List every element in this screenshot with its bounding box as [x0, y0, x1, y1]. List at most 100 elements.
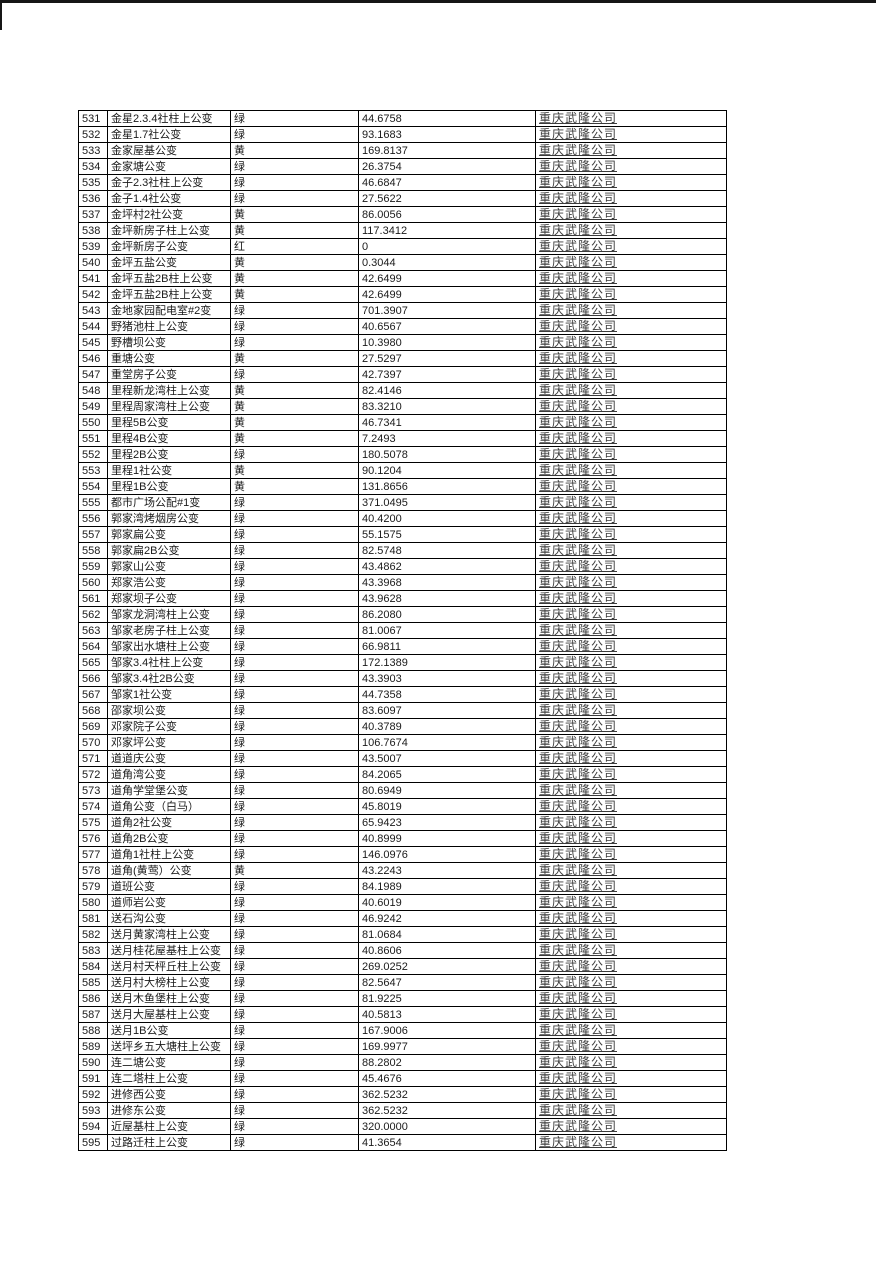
company-link[interactable]: 重庆武隆公司 [539, 415, 618, 430]
company-link[interactable]: 重庆武隆公司 [539, 927, 618, 942]
row-number-cell: 579 [78, 878, 108, 895]
company-link[interactable]: 重庆武隆公司 [539, 767, 618, 782]
transformer-name-cell: 送月大屋基柱上公变 [107, 1006, 231, 1023]
company-link[interactable]: 重庆武隆公司 [539, 799, 618, 814]
company-link[interactable]: 重庆武隆公司 [539, 527, 618, 542]
row-number-cell: 573 [78, 782, 108, 799]
company-link[interactable]: 重庆武隆公司 [539, 351, 618, 366]
company-link[interactable]: 重庆武隆公司 [539, 591, 618, 606]
load-value-cell: 180.5078 [358, 446, 536, 463]
company-link[interactable]: 重庆武隆公司 [539, 399, 618, 414]
company-link[interactable]: 重庆武隆公司 [539, 303, 618, 318]
company-cell: 重庆武隆公司 [535, 462, 727, 479]
company-link[interactable]: 重庆武隆公司 [539, 751, 618, 766]
table-row: 584 送月村天枰丘柱上公变 绿 269.0252 重庆武隆公司 [78, 958, 727, 975]
row-number-cell: 563 [78, 622, 108, 639]
company-link[interactable]: 重庆武隆公司 [539, 1071, 618, 1086]
company-link[interactable]: 重庆武隆公司 [539, 159, 618, 174]
company-link[interactable]: 重庆武隆公司 [539, 319, 618, 334]
company-link[interactable]: 重庆武隆公司 [539, 191, 618, 206]
company-link[interactable]: 重庆武隆公司 [539, 383, 618, 398]
company-link[interactable]: 重庆武隆公司 [539, 783, 618, 798]
transformer-name-cell: 里程2B公变 [107, 446, 231, 463]
company-link[interactable]: 重庆武隆公司 [539, 671, 618, 686]
row-number-cell: 592 [78, 1086, 108, 1103]
company-link[interactable]: 重庆武隆公司 [539, 255, 618, 270]
company-link[interactable]: 重庆武隆公司 [539, 1023, 618, 1038]
company-link[interactable]: 重庆武隆公司 [539, 207, 618, 222]
company-link[interactable]: 重庆武隆公司 [539, 655, 618, 670]
company-link[interactable]: 重庆武隆公司 [539, 447, 618, 462]
company-link[interactable]: 重庆武隆公司 [539, 639, 618, 654]
company-link[interactable]: 重庆武隆公司 [539, 543, 618, 558]
company-link[interactable]: 重庆武隆公司 [539, 1007, 618, 1022]
company-link[interactable]: 重庆武隆公司 [539, 879, 618, 894]
transformer-name-cell: 过路迁柱上公变 [107, 1134, 231, 1151]
status-cell: 绿 [230, 654, 359, 671]
company-link[interactable]: 重庆武隆公司 [539, 991, 618, 1006]
company-link[interactable]: 重庆武隆公司 [539, 1087, 618, 1102]
load-value-cell: 42.6499 [358, 270, 536, 287]
company-link[interactable]: 重庆武隆公司 [539, 1119, 618, 1134]
company-link[interactable]: 重庆武隆公司 [539, 463, 618, 478]
company-link[interactable]: 重庆武隆公司 [539, 623, 618, 638]
status-cell: 红 [230, 238, 359, 255]
company-link[interactable]: 重庆武隆公司 [539, 127, 618, 142]
company-cell: 重庆武隆公司 [535, 414, 727, 431]
company-link[interactable]: 重庆武隆公司 [539, 335, 618, 350]
transformer-name-cell: 金坪村2社公变 [107, 206, 231, 223]
company-link[interactable]: 重庆武隆公司 [539, 895, 618, 910]
company-link[interactable]: 重庆武隆公司 [539, 863, 618, 878]
table-row: 562 邹家龙洞湾柱上公变 绿 86.2080 重庆武隆公司 [78, 606, 727, 623]
load-value-cell: 80.6949 [358, 782, 536, 799]
company-link[interactable]: 重庆武隆公司 [539, 239, 618, 254]
company-link[interactable]: 重庆武隆公司 [539, 719, 618, 734]
company-link[interactable]: 重庆武隆公司 [539, 431, 618, 446]
table-row: 580 道师岩公变 绿 40.6019 重庆武隆公司 [78, 894, 727, 911]
company-link[interactable]: 重庆武隆公司 [539, 815, 618, 830]
company-link[interactable]: 重庆武隆公司 [539, 687, 618, 702]
transformer-name-cell: 野槽坝公变 [107, 334, 231, 351]
table-row: 550 里程5B公变 黄 46.7341 重庆武隆公司 [78, 414, 727, 431]
company-link[interactable]: 重庆武隆公司 [539, 975, 618, 990]
table-row: 549 里程周家湾柱上公变 黄 83.3210 重庆武隆公司 [78, 398, 727, 415]
company-link[interactable]: 重庆武隆公司 [539, 287, 618, 302]
company-link[interactable]: 重庆武隆公司 [539, 575, 618, 590]
company-link[interactable]: 重庆武隆公司 [539, 143, 618, 158]
company-link[interactable]: 重庆武隆公司 [539, 1103, 618, 1118]
company-link[interactable]: 重庆武隆公司 [539, 1055, 618, 1070]
transformer-name-cell: 进修西公变 [107, 1086, 231, 1103]
row-number-cell: 545 [78, 334, 108, 351]
company-link[interactable]: 重庆武隆公司 [539, 943, 618, 958]
company-link[interactable]: 重庆武隆公司 [539, 511, 618, 526]
company-link[interactable]: 重庆武隆公司 [539, 495, 618, 510]
company-link[interactable]: 重庆武隆公司 [539, 735, 618, 750]
status-cell: 绿 [230, 990, 359, 1007]
company-link[interactable]: 重庆武隆公司 [539, 271, 618, 286]
company-link[interactable]: 重庆武隆公司 [539, 959, 618, 974]
company-link[interactable]: 重庆武隆公司 [539, 703, 618, 718]
company-link[interactable]: 重庆武隆公司 [539, 175, 618, 190]
row-number-cell: 562 [78, 606, 108, 623]
company-link[interactable]: 重庆武隆公司 [539, 479, 618, 494]
company-link[interactable]: 重庆武隆公司 [539, 223, 618, 238]
company-link[interactable]: 重庆武隆公司 [539, 1135, 618, 1150]
table-row: 560 郑家浩公变 绿 43.3968 重庆武隆公司 [78, 574, 727, 591]
company-link[interactable]: 重庆武隆公司 [539, 607, 618, 622]
company-link[interactable]: 重庆武隆公司 [539, 831, 618, 846]
table-row: 570 邓家坪公变 绿 106.7674 重庆武隆公司 [78, 734, 727, 751]
load-value-cell: 43.5007 [358, 750, 536, 767]
company-link[interactable]: 重庆武隆公司 [539, 559, 618, 574]
company-link[interactable]: 重庆武隆公司 [539, 111, 618, 126]
company-link[interactable]: 重庆武隆公司 [539, 847, 618, 862]
status-cell: 绿 [230, 974, 359, 991]
company-cell: 重庆武隆公司 [535, 430, 727, 447]
company-link[interactable]: 重庆武隆公司 [539, 1039, 618, 1054]
load-value-cell: 93.1683 [358, 126, 536, 143]
company-cell: 重庆武隆公司 [535, 990, 727, 1007]
company-cell: 重庆武隆公司 [535, 350, 727, 367]
company-link[interactable]: 重庆武隆公司 [539, 367, 618, 382]
row-number-cell: 548 [78, 382, 108, 399]
company-link[interactable]: 重庆武隆公司 [539, 911, 618, 926]
row-number-cell: 555 [78, 494, 108, 511]
